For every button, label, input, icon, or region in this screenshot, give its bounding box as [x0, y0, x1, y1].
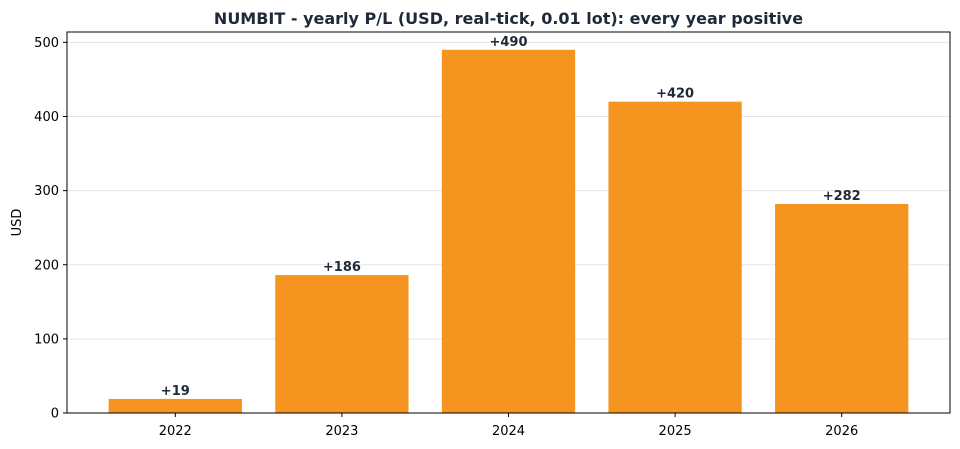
y-tick-label: 200 — [34, 258, 59, 273]
x-axis-ticks: 2022 2023 2024 2025 2026 — [159, 413, 858, 439]
bar-2022 — [108, 398, 242, 413]
bar-2026 — [775, 203, 909, 413]
x-tick-label: 2022 — [159, 424, 192, 439]
data-label: +490 — [489, 35, 527, 50]
bars — [108, 49, 909, 414]
y-axis-label: USD — [10, 209, 25, 237]
bar-2023 — [275, 275, 409, 413]
y-axis-ticks: 0 100 200 300 400 500 — [34, 36, 67, 422]
x-tick-label: 2023 — [325, 424, 358, 439]
chart-title: NUMBIT - yearly P/L (USD, real-tick, 0.0… — [214, 9, 803, 28]
x-tick-label: 2026 — [825, 424, 858, 439]
y-tick-label: 100 — [34, 332, 59, 347]
data-label: +282 — [823, 189, 861, 204]
y-tick-label: 0 — [51, 407, 59, 422]
data-label: +420 — [656, 87, 694, 102]
x-tick-label: 2025 — [659, 424, 692, 439]
data-label: +19 — [161, 384, 190, 399]
x-tick-label: 2024 — [492, 424, 525, 439]
y-tick-label: 300 — [34, 184, 59, 199]
y-tick-label: 500 — [34, 36, 59, 51]
bar-2025 — [608, 101, 742, 414]
bar-2024 — [441, 49, 576, 413]
data-labels: +19 +186 +490 +420 +282 — [161, 35, 861, 399]
y-tick-label: 400 — [34, 110, 59, 125]
data-label: +186 — [323, 260, 361, 275]
